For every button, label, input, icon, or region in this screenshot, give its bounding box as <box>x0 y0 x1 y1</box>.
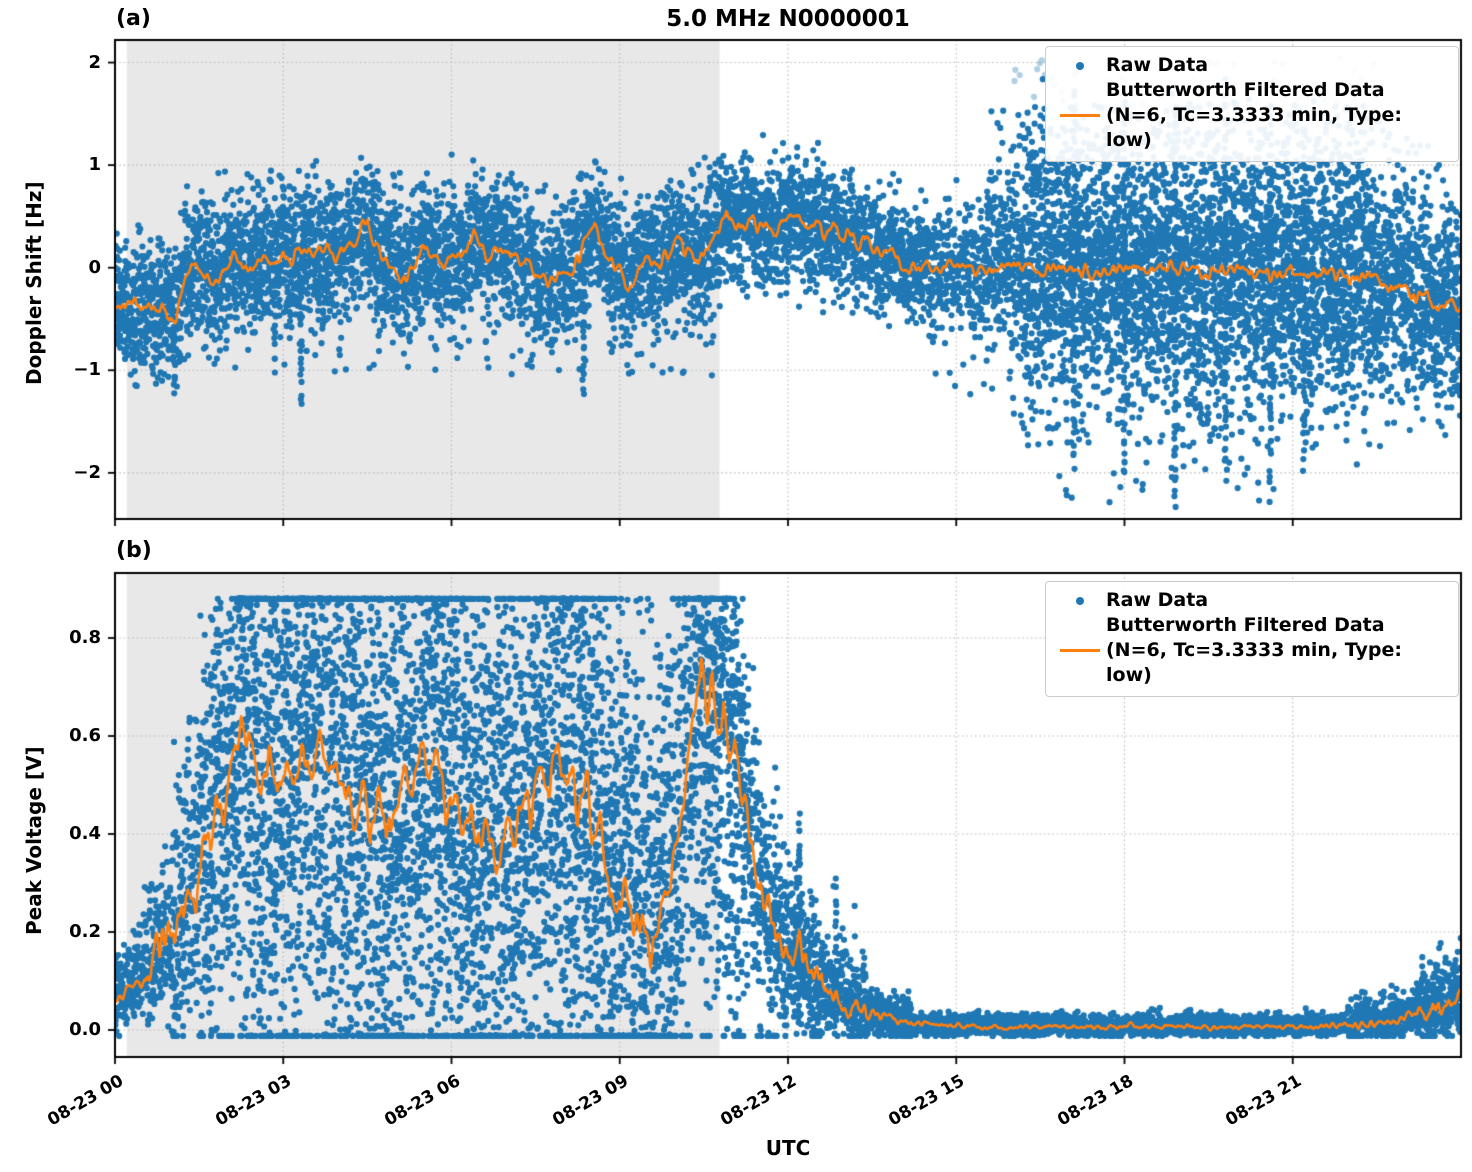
y-tick-label: 0.4 <box>69 823 101 844</box>
y-tick-label: 0.2 <box>69 921 101 942</box>
y-tick-label: 2 <box>88 51 101 73</box>
legend-filtered-label: Butterworth Filtered Data (N=6, Tc=3.333… <box>1106 614 1402 686</box>
raw-data-marker-icon <box>1054 61 1106 70</box>
y-axis-label-doppler: Doppler Shift [Hz] <box>22 181 46 385</box>
y-tick-label: 0 <box>88 256 101 278</box>
y-tick-label: 0.8 <box>69 627 101 649</box>
legend-filtered-label: Butterworth Filtered Data (N=6, Tc=3.333… <box>1106 79 1402 151</box>
y-tick-label: 0.0 <box>69 1019 101 1040</box>
figure-title: 5.0 MHz N0000001 <box>666 6 910 32</box>
legend-raw-label: Raw Data <box>1106 589 1209 611</box>
legend-panel-a: Raw Data Butterworth Filtered Data (N=6,… <box>1045 46 1459 162</box>
filtered-line-icon <box>1054 114 1106 117</box>
filtered-line-icon <box>1054 649 1106 652</box>
legend-item-filtered: Butterworth Filtered Data (N=6, Tc=3.333… <box>1054 613 1450 688</box>
panel-b-label: (b) <box>116 538 152 563</box>
legend-item-raw: Raw Data <box>1054 53 1450 78</box>
x-axis-label-utc: UTC <box>765 1136 811 1160</box>
y-tick-label: 0.6 <box>69 725 101 746</box>
legend-panel-b: Raw Data Butterworth Filtered Data (N=6,… <box>1045 581 1459 697</box>
y-tick-label: −1 <box>73 359 101 381</box>
y-tick-label: 1 <box>88 154 101 176</box>
legend-raw-label: Raw Data <box>1106 54 1209 76</box>
legend-item-filtered: Butterworth Filtered Data (N=6, Tc=3.333… <box>1054 78 1450 153</box>
y-tick-label: −2 <box>73 461 101 483</box>
legend-item-raw: Raw Data <box>1054 588 1450 613</box>
panel-a-label: (a) <box>116 6 151 31</box>
raw-data-marker-icon <box>1054 596 1106 605</box>
